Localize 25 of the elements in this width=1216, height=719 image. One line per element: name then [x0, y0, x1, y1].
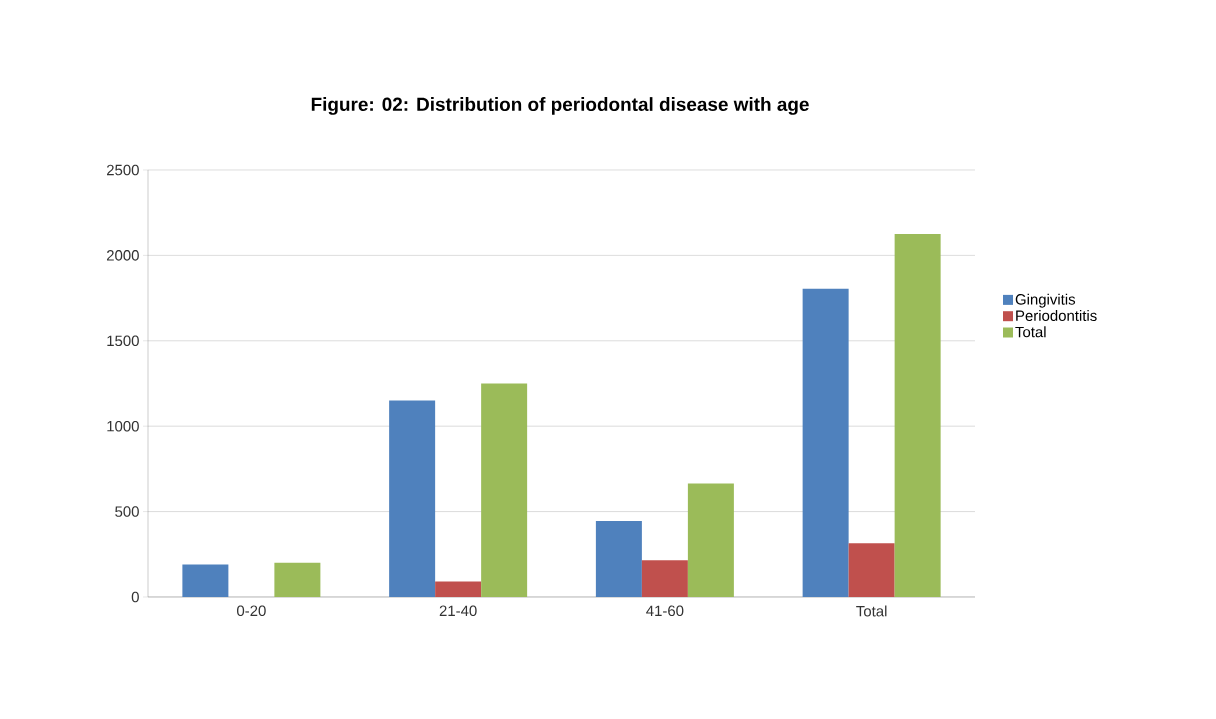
y-tick-label: 1000 [107, 420, 139, 432]
bar [802, 288, 849, 597]
chart-title: Figure: 02: Distribution of periodontal disease with age [311, 97, 809, 115]
x-tick-label: Total [856, 605, 887, 617]
bar [435, 581, 482, 597]
bar [848, 543, 895, 597]
x-tick-label: 0-20 [237, 605, 266, 617]
legend-label: Gingivitis [1015, 293, 1076, 308]
y-tick-label: 2500 [106, 164, 139, 176]
y-tick-label: 500 [115, 506, 139, 517]
x-tick-label: 21-40 [439, 605, 477, 617]
x-tick-label: 41-60 [646, 605, 684, 617]
bar [389, 400, 436, 597]
bar [481, 383, 528, 597]
bar [687, 483, 734, 597]
bar [894, 234, 941, 597]
bar [595, 520, 642, 597]
bar [641, 560, 688, 597]
legend-label: Periodontitis [1016, 310, 1097, 321]
y-tick-label: 2000 [106, 250, 139, 261]
y-tick-label: 1500 [107, 335, 139, 347]
legend-label: Total [1015, 326, 1046, 338]
bar [274, 562, 321, 597]
bar [182, 564, 229, 597]
y-tick-label: 0 [131, 591, 139, 603]
